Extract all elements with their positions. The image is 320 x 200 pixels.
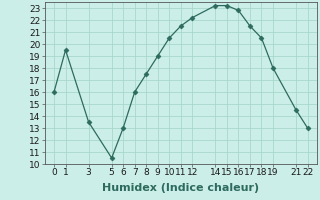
- X-axis label: Humidex (Indice chaleur): Humidex (Indice chaleur): [102, 183, 260, 193]
